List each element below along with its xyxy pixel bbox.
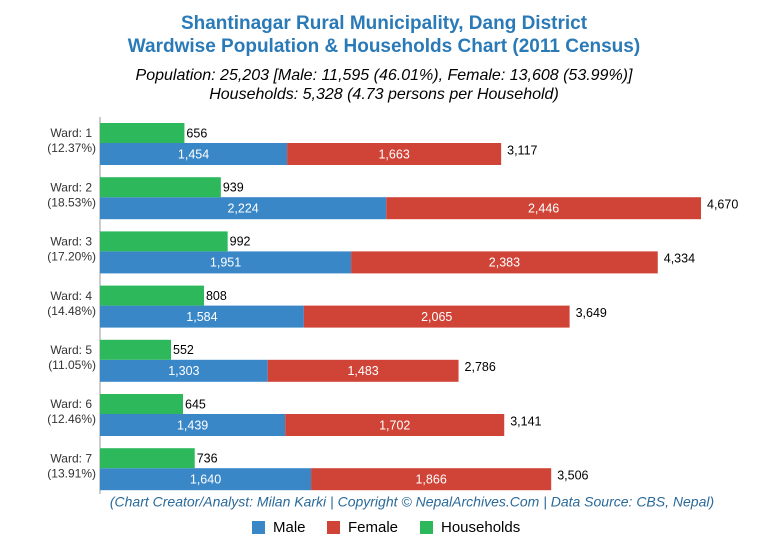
value-label: 2,446 — [528, 201, 559, 215]
bar-segment — [100, 251, 352, 274]
bar — [100, 177, 221, 198]
value-label: 736 — [197, 451, 218, 465]
category-share: (17.20%) — [47, 250, 96, 264]
bar — [100, 231, 228, 252]
category-label: Ward: 2 — [50, 180, 92, 194]
category-share: (12.46%) — [47, 412, 96, 426]
value-label: 1,702 — [379, 418, 410, 432]
total-label: 3,506 — [557, 468, 588, 482]
bar-segment — [100, 359, 268, 382]
legend-swatch — [327, 521, 340, 534]
value-label: 1,439 — [177, 418, 208, 432]
legend-label: Households — [441, 519, 520, 536]
value-label: 1,483 — [347, 364, 378, 378]
chart-title: Shantinagar Rural Municipality, Dang Dis… — [181, 13, 588, 34]
value-label: 1,454 — [178, 147, 209, 161]
bar-segment — [100, 468, 312, 491]
bar — [100, 123, 185, 143]
bar-segment — [285, 414, 505, 436]
chart-title: Wardwise Population & Households Chart (… — [128, 36, 640, 57]
value-label: 1,866 — [415, 472, 446, 486]
bar — [100, 285, 204, 306]
value-label: 2,065 — [421, 310, 452, 324]
bar-segment — [267, 359, 459, 382]
bar — [100, 448, 195, 469]
credit: (Chart Creator/Analyst: Milan Karki | Co… — [110, 494, 714, 510]
value-label: 2,383 — [489, 256, 520, 270]
value-label: 645 — [185, 397, 206, 411]
value-label: 992 — [230, 235, 251, 249]
chart-subtitle: Population: 25,203 [Male: 11,595 (46.01%… — [136, 67, 633, 84]
legend-swatch — [252, 521, 265, 534]
category-label: Ward: 3 — [50, 235, 92, 249]
value-label: 1,640 — [190, 472, 221, 486]
value-label: 939 — [223, 180, 244, 194]
legend-label: Male — [273, 519, 306, 536]
value-label: 656 — [186, 126, 207, 140]
bar-segment — [311, 468, 552, 491]
value-label: 1,951 — [210, 256, 241, 270]
legend-label: Female — [348, 519, 398, 536]
legend-swatch — [420, 521, 433, 534]
bar-segment — [303, 305, 570, 328]
bar-segment — [351, 251, 658, 274]
bar-segment — [100, 197, 387, 220]
bar-segment — [287, 143, 502, 165]
value-label: 2,224 — [227, 201, 258, 215]
total-label: 4,670 — [707, 197, 738, 211]
bar — [100, 394, 184, 414]
bar-segment — [386, 197, 701, 220]
total-label: 3,649 — [576, 306, 607, 320]
category-share: (14.48%) — [47, 304, 96, 318]
total-label: 3,141 — [510, 414, 541, 428]
value-label: 1,584 — [186, 310, 217, 324]
value-label: 1,663 — [378, 147, 409, 161]
category-label: Ward: 5 — [50, 343, 92, 357]
bar — [100, 339, 172, 360]
total-label: 2,786 — [465, 360, 496, 374]
category-share: (12.37%) — [47, 141, 96, 155]
bar-segment — [100, 305, 304, 328]
category-label: Ward: 4 — [50, 289, 92, 303]
chart-subtitle: Households: 5,328 (4.73 persons per Hous… — [209, 86, 559, 103]
value-label: 808 — [206, 289, 227, 303]
value-label: 1,303 — [168, 364, 199, 378]
total-label: 4,334 — [664, 252, 695, 266]
bar-segment — [100, 143, 288, 165]
bar-segment — [100, 414, 286, 436]
category-share: (18.53%) — [47, 195, 96, 209]
value-label: 552 — [173, 343, 194, 357]
category-label: Ward: 1 — [50, 126, 92, 140]
category-share: (11.05%) — [48, 358, 96, 372]
category-label: Ward: 6 — [50, 397, 92, 411]
category-share: (13.91%) — [47, 466, 96, 480]
category-label: Ward: 7 — [50, 451, 92, 465]
total-label: 3,117 — [507, 143, 537, 157]
